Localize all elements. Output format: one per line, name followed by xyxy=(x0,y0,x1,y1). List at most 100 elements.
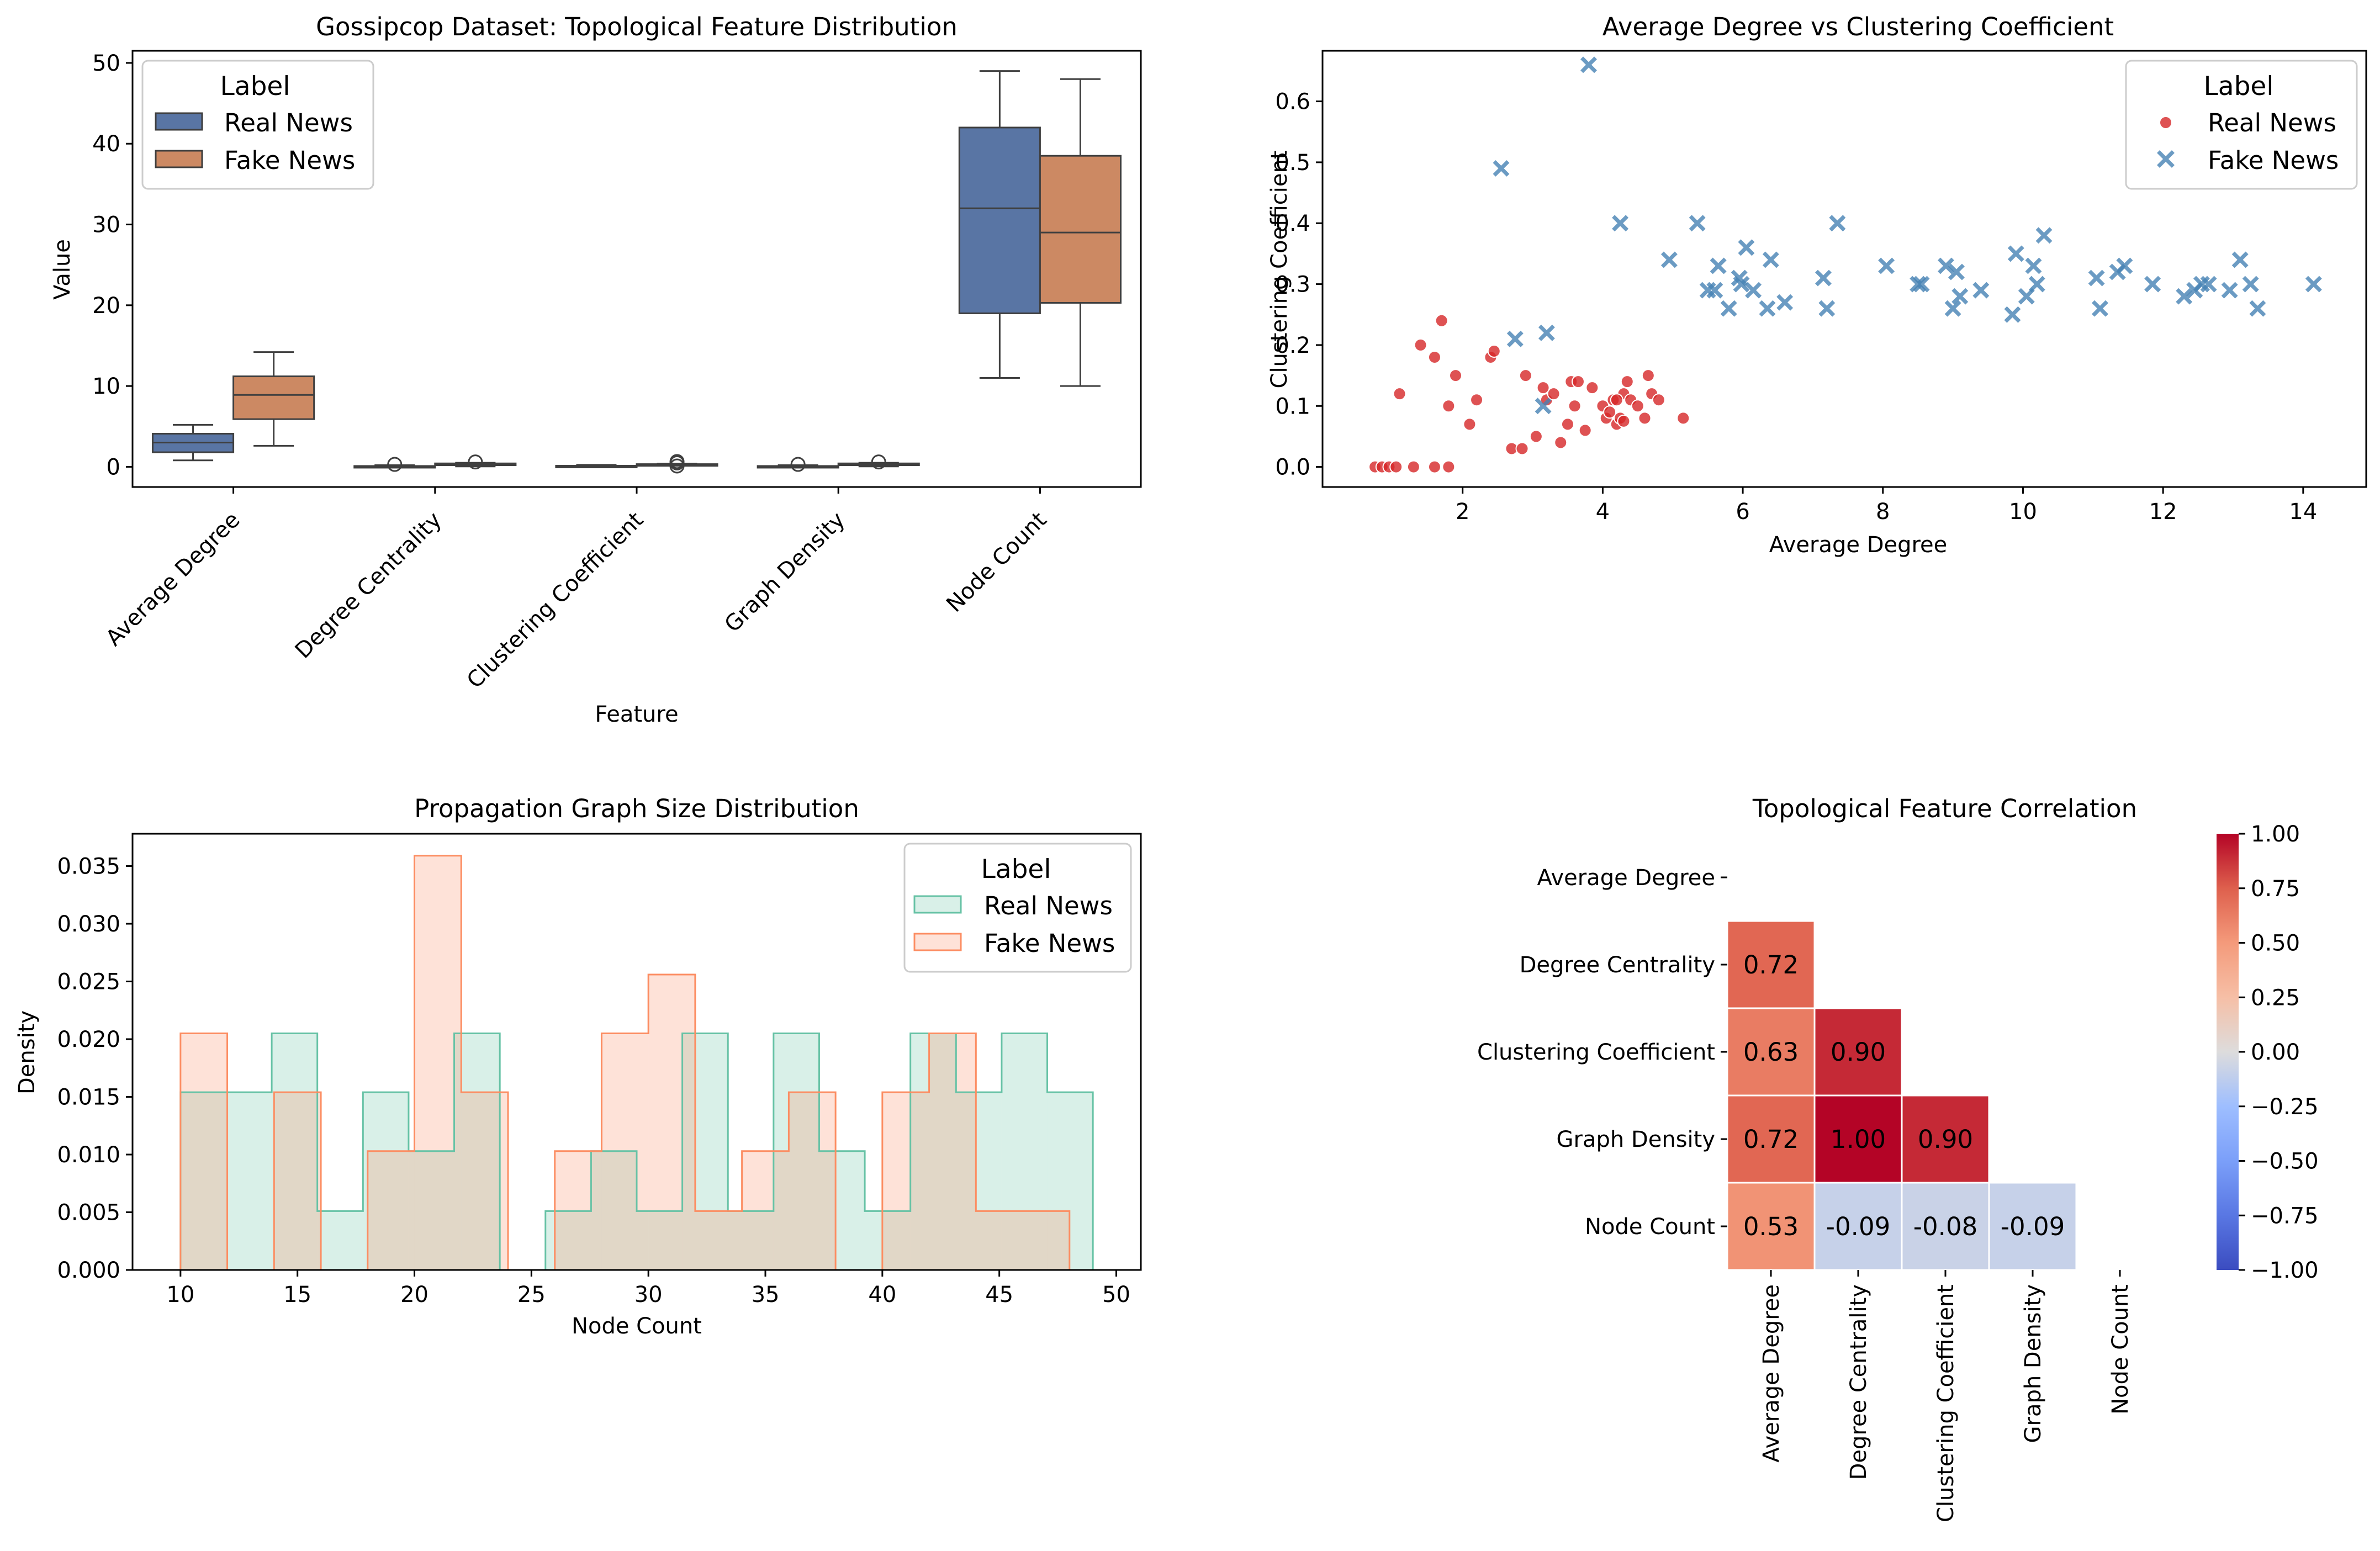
scatter-point-fake-news xyxy=(1738,239,1755,256)
scatter-point-fake-news xyxy=(1535,398,1552,415)
heatmap-cell-graph-density-clustering-coefficient xyxy=(1901,1094,1990,1184)
scatter-point-fake-news xyxy=(1706,282,1723,299)
scatter-legend: Label Real News Fake News xyxy=(2125,60,2358,190)
scatter-xticks: 2 4 6 8 10 12 14 xyxy=(1456,487,2317,525)
hist-bar-real-news xyxy=(180,1092,226,1270)
histogram-axes-frame xyxy=(131,833,1142,1271)
scatter-point-real-news xyxy=(1427,460,1441,474)
histogram-xticks: 10 15 20 25 30 35 40 45 50 xyxy=(166,1270,1130,1308)
scatter-point-real-news xyxy=(1578,424,1592,437)
scatter-point-real-news xyxy=(1427,350,1441,364)
colorbar-ticks: 1.00 0.75 0.50 0.25 0.00 −0.25 −0.50 −0.75 −1.00 xyxy=(2239,822,2319,1283)
scatter-point-fake-news xyxy=(1612,215,1629,232)
colorbar-tick-label: −0.25 xyxy=(2251,1094,2319,1120)
scatter-point-fake-news xyxy=(1776,294,1794,311)
scatter-point-fake-news xyxy=(1829,215,1846,232)
y-tick-label: 20 xyxy=(92,293,120,319)
heatmap-cell-clustering-coefficient-degree-centrality xyxy=(1813,1007,1903,1097)
x-tick-label: 50 xyxy=(1102,1282,1130,1308)
scatter-axes-frame xyxy=(1321,50,2367,488)
histogram-panel: Propagation Graph Size Distribution Node… xyxy=(14,794,1142,1339)
y-tick-label: 0.035 xyxy=(57,854,120,880)
scatter-point-fake-news xyxy=(1759,300,1776,317)
scatter-point-fake-news xyxy=(1689,215,1706,232)
hist-bar-fake-news xyxy=(1023,1211,1070,1270)
heatmap-cell-label: 0.72 xyxy=(1743,1125,1799,1154)
box-flier xyxy=(468,454,483,470)
hist-bar-fake-news xyxy=(274,1092,321,1270)
x-tick-label: 14 xyxy=(2289,499,2317,525)
box-flier xyxy=(871,454,886,470)
hist-bar-real-news xyxy=(910,1033,956,1270)
colorbar xyxy=(2217,834,2239,1270)
scatter-point-real-news xyxy=(1547,387,1561,401)
y-tick-label: 0.4 xyxy=(1275,211,1310,236)
legend-marker-real xyxy=(2159,116,2172,129)
x-tick-label: 4 xyxy=(1596,499,1610,525)
row-label: Degree Centrality xyxy=(1520,952,1715,978)
x-tick-label: 12 xyxy=(2149,499,2177,525)
colorbar-tick-label: 0.25 xyxy=(2251,985,2300,1010)
colorbar-tick-label: 0.75 xyxy=(2251,876,2300,902)
y-tick-label: 40 xyxy=(92,131,120,157)
histogram-yticks: 0.000 0.005 0.010 0.015 0.020 0.025 0.030 0.035 xyxy=(57,854,133,1283)
scatter-point-real-news xyxy=(1610,393,1623,407)
scatter-point-real-news xyxy=(1529,430,1543,443)
heatmap-cell-node-count-degree-centrality xyxy=(1813,1182,1903,1271)
x-tick-label: 45 xyxy=(985,1282,1013,1308)
scatter-point-fake-news xyxy=(1818,300,1836,317)
colorbar-tick-label: 0.50 xyxy=(2251,931,2300,956)
heatmap-cell-node-count-graph-density xyxy=(1988,1182,2077,1271)
scatter-xlabel: Average Degree xyxy=(1769,532,1948,558)
hist-bar-fake-news xyxy=(180,1033,228,1270)
scatter-point-real-news xyxy=(1463,417,1477,431)
scatter-point-real-news xyxy=(1487,344,1501,358)
scatter-point-fake-news xyxy=(1948,263,1965,280)
box-flier xyxy=(669,454,685,469)
scatter-point-fake-news xyxy=(1951,288,1969,305)
scatter-point-fake-news xyxy=(2018,288,2035,305)
histogram-xlabel: Node Count xyxy=(572,1314,702,1339)
scatter-point-fake-news xyxy=(2200,276,2217,293)
hist-bar-fake-news xyxy=(789,1092,836,1270)
scatter-point-real-news xyxy=(1571,375,1585,389)
scatter-point-fake-news xyxy=(1733,276,1750,293)
hist-outline-fake-news xyxy=(179,855,1071,1271)
col-label: Node Count xyxy=(2108,1284,2133,1415)
scatter-point-fake-news xyxy=(1972,282,1990,299)
scatter-yticks: 0.0 0.1 0.2 0.3 0.4 0.5 0.6 xyxy=(1275,89,1323,480)
scatter-point-fake-news xyxy=(1815,269,1832,287)
heatmap-cell-label: -0.09 xyxy=(2001,1212,2065,1241)
x-tick-label: 6 xyxy=(1736,499,1749,525)
x-tick-label: 40 xyxy=(868,1282,896,1308)
legend-entry-fake: Fake News xyxy=(984,929,1115,958)
histogram-bars xyxy=(179,855,1094,1271)
box-real-news-node-count xyxy=(958,126,1041,314)
heatmap-row-labels: Average Degree Degree Centrality Clusterin… xyxy=(1477,865,1727,1240)
scatter-point-fake-news xyxy=(1910,276,1927,293)
legend-entry-fake: Fake News xyxy=(224,146,355,175)
row-label: Clustering Coefficient xyxy=(1477,1040,1715,1065)
histogram-ylabel: Density xyxy=(14,1010,40,1094)
scatter-point-real-news xyxy=(1393,387,1406,401)
scatter-point-real-news xyxy=(1470,393,1484,407)
x-tick-label: 20 xyxy=(400,1282,429,1308)
scatter-point-real-news xyxy=(1631,399,1644,413)
colorbar-tick-label: −0.75 xyxy=(2251,1203,2319,1229)
scatter-point-real-news xyxy=(1442,399,1456,413)
hist-bar-fake-news xyxy=(882,1092,929,1270)
legend-swatch-fake xyxy=(155,150,203,168)
y-tick-label: 0.020 xyxy=(57,1027,120,1052)
scatter-point-fake-news xyxy=(1944,300,1961,317)
boxplot-xlabel: Feature xyxy=(595,702,678,727)
y-tick-label: 0.005 xyxy=(57,1200,120,1226)
histogram-title: Propagation Graph Size Distribution xyxy=(414,794,859,823)
heatmap-cell-node-count-average-degree xyxy=(1726,1182,1816,1271)
hist-bar-real-news xyxy=(637,1211,683,1270)
scatter-point-real-news xyxy=(1389,460,1403,474)
colorbar-tick-label: 1.00 xyxy=(2251,822,2300,847)
heatmap-cell-label: 0.63 xyxy=(1743,1037,1799,1067)
scatter-ylabel: Clustering Coefficient xyxy=(1267,151,1292,389)
hist-bar-real-news xyxy=(545,1211,591,1270)
